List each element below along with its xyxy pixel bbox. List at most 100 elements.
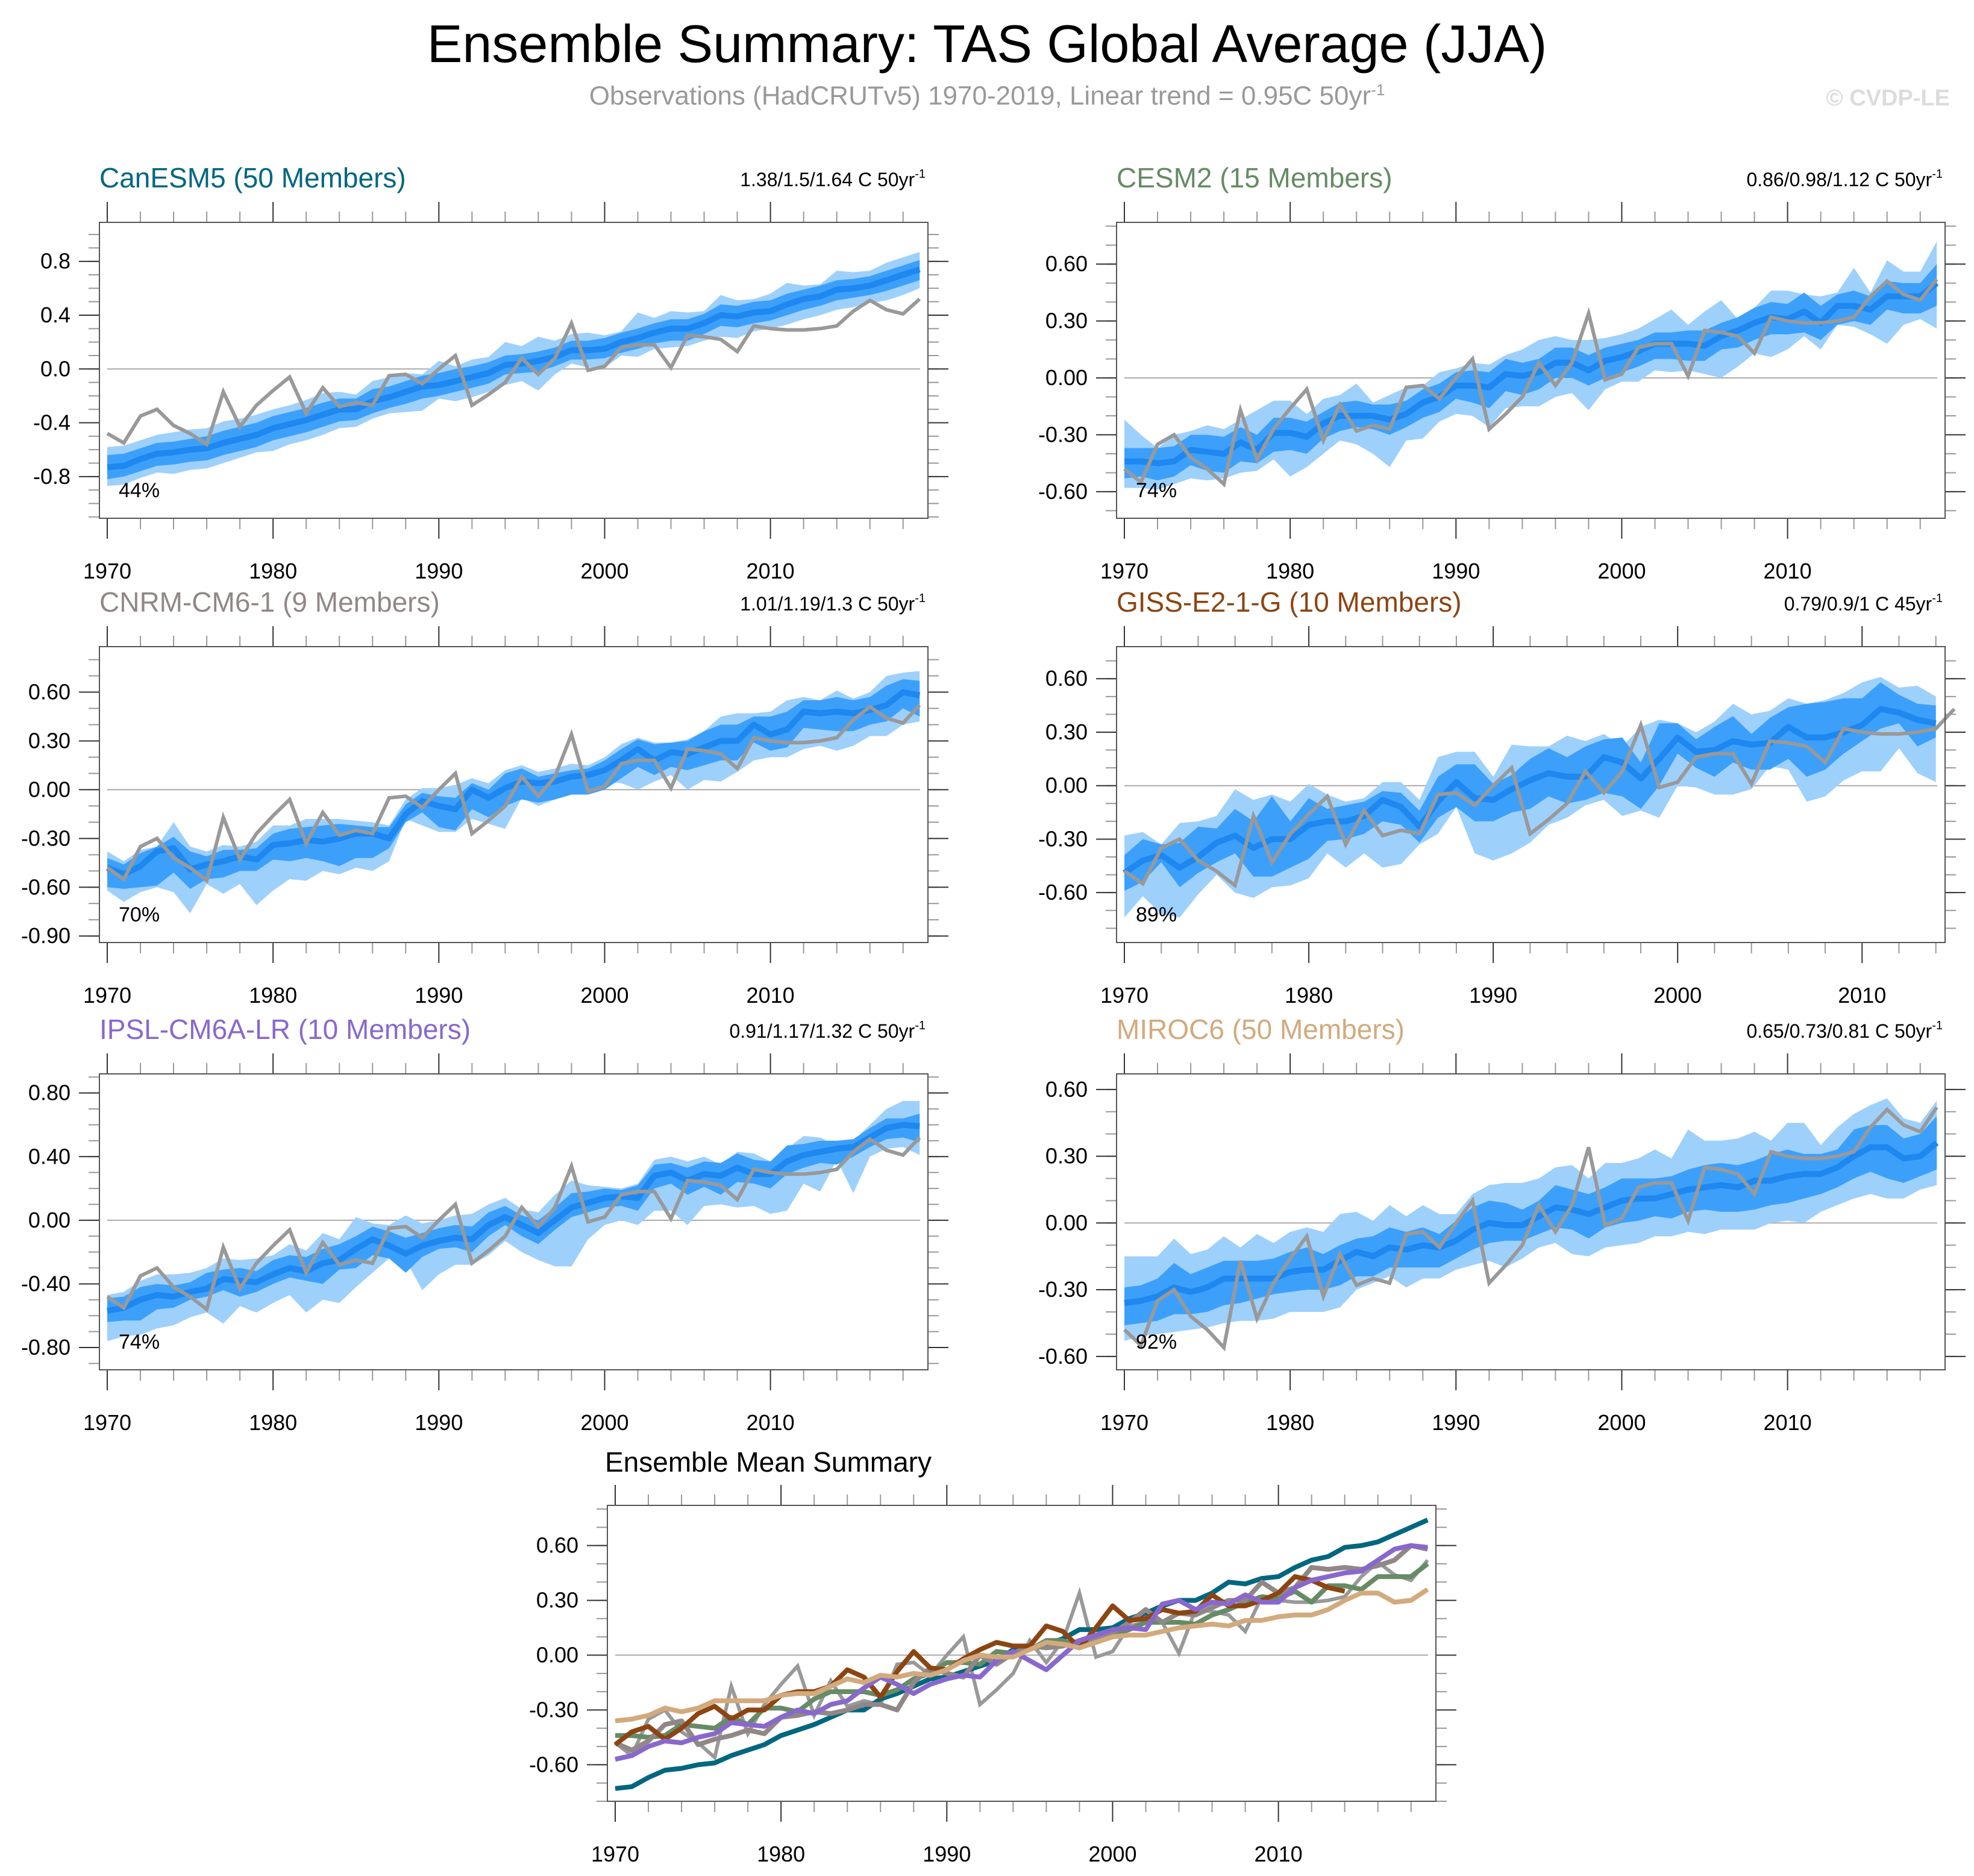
panel-title: CanESM5 (50 Members) — [99, 162, 406, 193]
x-tick-label: 1970 — [591, 1842, 639, 1866]
panel-title: GISS-E2-1-G (10 Members) — [1117, 586, 1462, 618]
observations-line — [106, 297, 921, 447]
y-tick-label: -0.60 — [1038, 880, 1088, 905]
x-tick-label: 1980 — [249, 559, 297, 583]
y-tick-label: -0.30 — [1038, 1277, 1088, 1302]
x-tick-label: 1980 — [1266, 1410, 1314, 1435]
x-tick-label: 1990 — [1469, 983, 1517, 1008]
x-tick-label: 1990 — [923, 1842, 971, 1866]
y-tick-label: 0.00 — [28, 777, 70, 802]
trend-label: 1.01/1.19/1.3 C 50yr-1 — [740, 592, 926, 615]
y-tick-label: -0.80 — [21, 1335, 70, 1360]
x-tick-label: 1980 — [249, 1410, 297, 1435]
x-tick-label: 2010 — [1838, 983, 1886, 1008]
percent-label: 89% — [1136, 903, 1177, 926]
y-tick-label: -0.90 — [21, 923, 70, 948]
y-tick-label: 0.30 — [1045, 309, 1088, 333]
x-tick-label: 2010 — [1255, 1842, 1303, 1866]
observations-line — [1123, 1106, 1938, 1352]
x-tick-label: 2010 — [747, 983, 795, 1008]
panel-giss-e2-1-g: 1970 1980 1990 2000 2010 -0.60 -0.30 0.00 0.30 0.… — [1038, 586, 1966, 1008]
trend-label: 1.38/1.5/1.64 C 50yr-1 — [740, 168, 926, 190]
y-tick-label: 0.80 — [28, 1081, 70, 1105]
y-tick-label: -0.4 — [33, 410, 70, 435]
plot-frame-border — [99, 646, 929, 943]
y-tick-label: -0.30 — [529, 1697, 578, 1722]
x-tick-label: 2000 — [1088, 1842, 1136, 1866]
observations-line — [106, 1136, 921, 1313]
y-tick-label: 0.30 — [1045, 720, 1088, 744]
y-tick-label: -0.60 — [21, 874, 70, 899]
x-tick-label: 1990 — [1432, 1410, 1480, 1435]
ensemble-mean-line — [107, 266, 921, 471]
x-tick-label: 2010 — [1764, 1410, 1812, 1435]
y-tick-label: -0.30 — [21, 826, 70, 850]
percent-label: 44% — [119, 479, 160, 502]
plot-frame-border — [99, 1073, 929, 1370]
percent-label: 74% — [119, 1331, 160, 1354]
trend-superscript: -1 — [915, 168, 926, 181]
trend-superscript: -1 — [1932, 592, 1943, 605]
trend-label: 0.79/0.9/1 C 45yr-1 — [1784, 592, 1943, 615]
y-tick-label: 0.00 — [28, 1208, 70, 1232]
x-tick-label: 1980 — [1285, 983, 1333, 1008]
x-tick-label: 1970 — [1100, 983, 1148, 1008]
trend-label: 0.91/1.17/1.32 C 50yr-1 — [729, 1019, 926, 1042]
y-tick-label: 0.60 — [1045, 251, 1088, 276]
y-tick-label: 0.30 — [536, 1588, 578, 1613]
y-tick-label: -0.40 — [21, 1271, 70, 1296]
subtitle-superscript: -1 — [1371, 81, 1385, 99]
panel-title: MIROC6 (50 Members) — [1117, 1014, 1405, 1045]
panel-miroc6: 1970 1980 1990 2000 2010 -0.60 -0.30 0.00 0.30 0.… — [1038, 1014, 1966, 1435]
x-tick-label: 1990 — [1432, 559, 1480, 583]
x-tick-label: 2000 — [1597, 1410, 1646, 1435]
y-tick-label: 0.0 — [40, 356, 70, 381]
observations-line — [1123, 278, 1938, 488]
y-tick-label: 0.00 — [1045, 773, 1088, 798]
x-tick-label: 1970 — [83, 983, 131, 1008]
x-tick-label: 1970 — [1100, 559, 1148, 583]
trend-superscript: -1 — [915, 592, 926, 605]
x-tick-label: 1980 — [757, 1842, 805, 1866]
y-tick-label: -0.60 — [1038, 479, 1088, 504]
x-tick-label: 1970 — [1100, 1410, 1148, 1435]
plot-frame-border — [1116, 646, 1946, 943]
x-tick-label: 2000 — [580, 983, 628, 1008]
y-tick-label: 0.60 — [28, 680, 70, 704]
inner-range-band — [1124, 682, 1936, 891]
plot-frame-border — [607, 1505, 1437, 1802]
y-tick-label: -0.8 — [33, 464, 70, 489]
subtitle: Observations (HadCRUTv5) 1970-2019, Line… — [0, 81, 1974, 111]
y-tick-label: 0.40 — [28, 1144, 70, 1169]
y-tick-label: 0.30 — [28, 728, 70, 753]
panel-title: Ensemble Mean Summary — [605, 1446, 932, 1478]
y-tick-label: 0.60 — [1045, 666, 1088, 691]
x-tick-label: 1990 — [415, 983, 463, 1008]
series-line-miroc6 — [615, 1587, 1429, 1724]
y-tick-label: -0.60 — [1038, 1344, 1088, 1369]
trend-superscript: -1 — [915, 1019, 926, 1032]
percent-label: 70% — [119, 903, 160, 926]
observations-line — [106, 704, 921, 884]
y-tick-label: 0.60 — [1045, 1077, 1088, 1102]
y-tick-label: 0.30 — [1045, 1144, 1088, 1169]
y-tick-label: -0.30 — [1038, 422, 1088, 447]
x-tick-label: 1980 — [1266, 559, 1314, 583]
main-title: Ensemble Summary: TAS Global Average (JJ… — [427, 14, 1547, 74]
y-tick-label: 0.00 — [1045, 1210, 1088, 1235]
trend-label: 0.65/0.73/0.81 C 50yr-1 — [1746, 1019, 1943, 1042]
x-tick-label: 2010 — [747, 1410, 795, 1435]
x-tick-label: 2010 — [747, 559, 795, 583]
x-tick-label: 1970 — [83, 1410, 131, 1435]
trend-superscript: -1 — [1932, 168, 1943, 181]
x-tick-label: 2000 — [580, 1410, 628, 1435]
percent-label: 92% — [1136, 1331, 1177, 1354]
y-tick-label: -0.30 — [1038, 826, 1088, 851]
plot-frame-border — [1116, 1073, 1946, 1370]
watermark: © CVDP-LE — [1826, 86, 1950, 111]
x-tick-label: 1970 — [83, 559, 131, 583]
subtitle-text: Observations (HadCRUTv5) 1970-2019, Line… — [589, 81, 1371, 111]
y-tick-label: 0.4 — [40, 303, 70, 327]
series-line-ipsl-cm6a-lr — [615, 1543, 1428, 1762]
